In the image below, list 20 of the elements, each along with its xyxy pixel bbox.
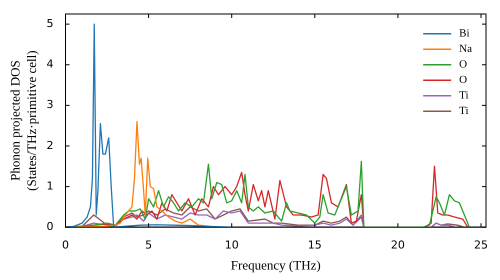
legend-label: Na (459, 43, 472, 56)
x-tick-label: 25 (474, 238, 488, 252)
x-tick-label: 15 (308, 238, 322, 252)
y-tick-label: 0 (46, 220, 54, 234)
x-tick-label: 5 (145, 238, 152, 252)
y-tick-label: 4 (46, 58, 54, 71)
x-tick-label: 20 (390, 238, 405, 252)
x-axis-title: Frequency (THz) (230, 258, 321, 273)
legend-label: O (459, 58, 468, 71)
y-axis-title: Phonon projected DOS (States/THz·primitive cell) (8, 50, 39, 191)
legend-label: Ti (459, 90, 469, 102)
y-tick-label: 1 (46, 179, 54, 192)
legend-label: Bi (459, 28, 470, 40)
y-tick-label: 3 (46, 98, 54, 112)
y-tick-label: 2 (46, 138, 54, 152)
legend-label: Ti (459, 105, 469, 118)
x-tick-label: 10 (224, 238, 239, 252)
x-tick-label: 0 (62, 238, 69, 252)
y-tick-label: 5 (46, 17, 54, 30)
legend-label: O (459, 74, 468, 86)
